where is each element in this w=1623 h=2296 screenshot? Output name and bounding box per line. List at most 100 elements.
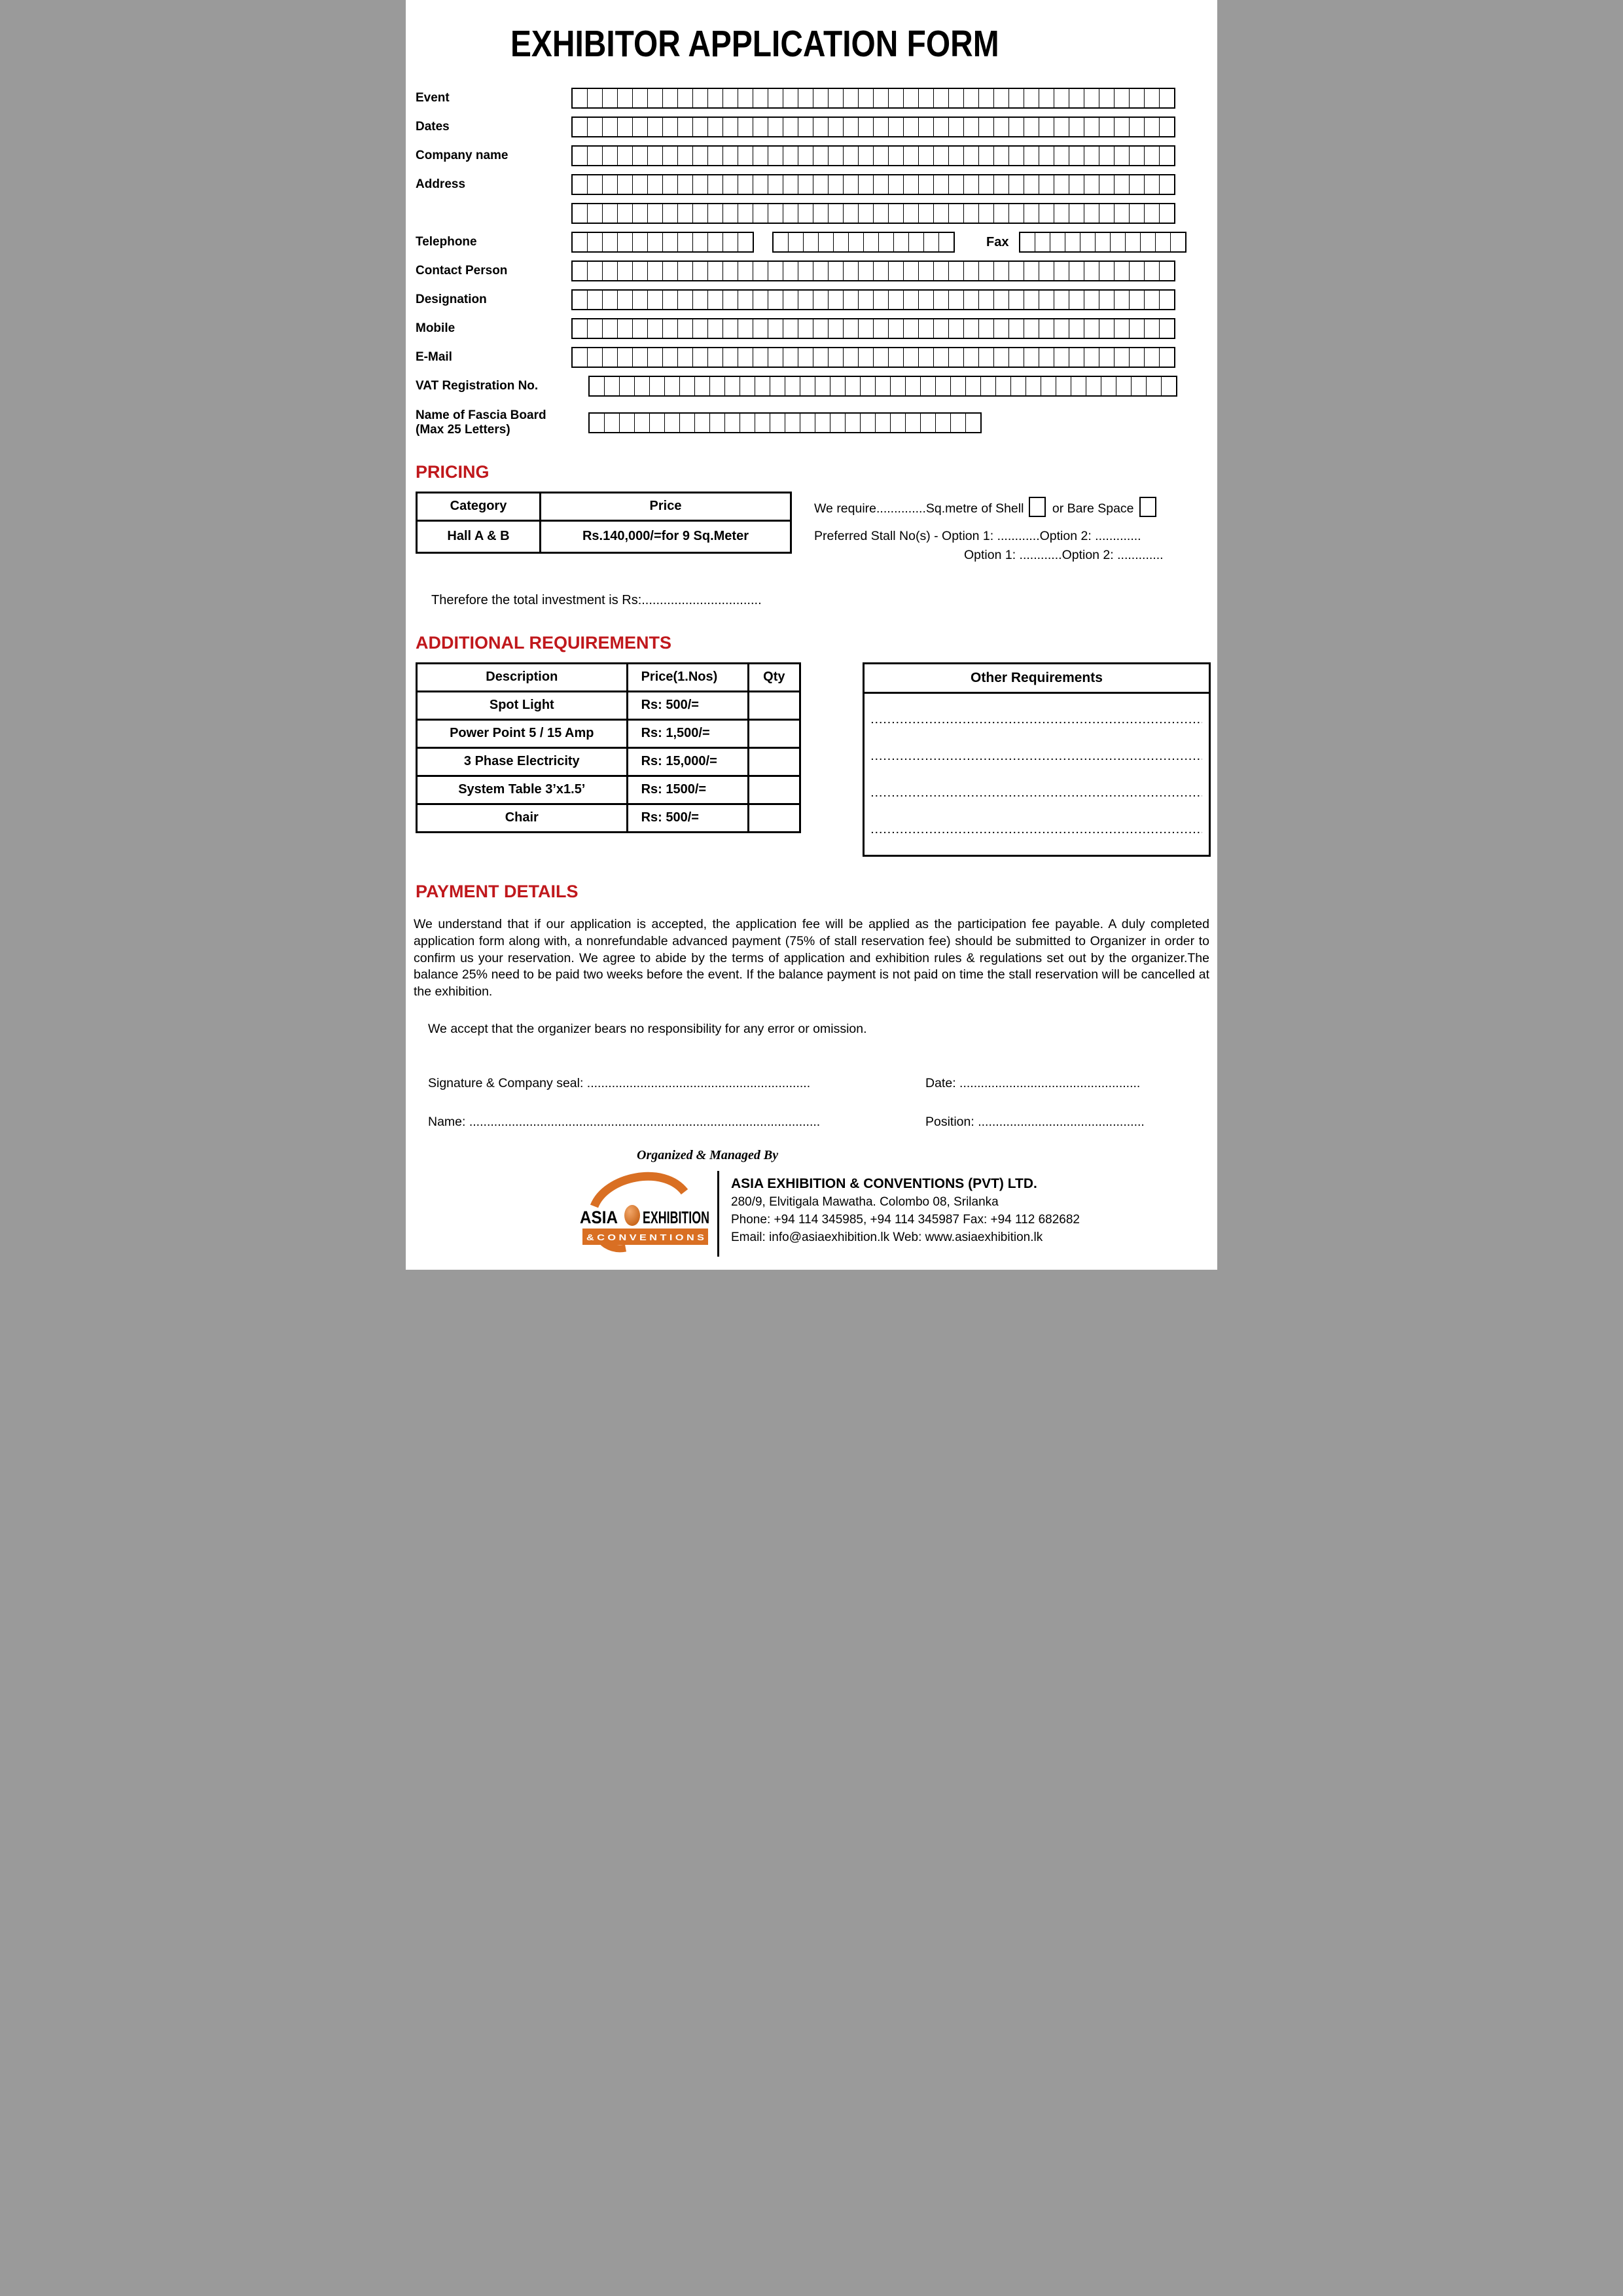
letter-box[interactable] — [964, 118, 979, 136]
letter-box[interactable] — [1130, 89, 1145, 107]
letter-box[interactable] — [844, 262, 859, 280]
letter-box[interactable] — [635, 377, 650, 395]
letter-box[interactable] — [829, 262, 844, 280]
letter-box[interactable] — [1084, 175, 1099, 194]
letter-box[interactable] — [680, 413, 695, 432]
letter-box[interactable] — [774, 233, 789, 251]
letter-box[interactable] — [753, 147, 768, 165]
letter-box[interactable] — [1160, 175, 1174, 194]
letter-box[interactable] — [964, 319, 979, 338]
letter-box[interactable] — [635, 413, 650, 432]
name-field[interactable]: Name: ..................................… — [428, 1115, 821, 1130]
letter-box[interactable] — [1084, 348, 1099, 367]
letter-box[interactable] — [768, 319, 783, 338]
letter-box[interactable] — [693, 319, 708, 338]
letter-box[interactable] — [979, 348, 994, 367]
letter-box[interactable] — [919, 89, 934, 107]
letter-box[interactable] — [1039, 204, 1054, 223]
letter-box[interactable] — [829, 204, 844, 223]
letter-box[interactable] — [618, 262, 633, 280]
letter-box[interactable] — [829, 89, 844, 107]
letter-box[interactable] — [889, 319, 904, 338]
letter-box[interactable] — [879, 233, 894, 251]
letter-box[interactable] — [650, 377, 665, 395]
letter-box[interactable] — [573, 233, 588, 251]
letter-box[interactable] — [934, 147, 949, 165]
letter-box[interactable] — [663, 233, 678, 251]
letter-box[interactable] — [994, 175, 1009, 194]
letter-box[interactable] — [783, 147, 798, 165]
letter-box[interactable] — [725, 377, 740, 395]
letter-box[interactable] — [813, 262, 829, 280]
letter-box[interactable] — [906, 377, 921, 395]
letter-box[interactable] — [723, 348, 738, 367]
letter-box[interactable] — [573, 89, 588, 107]
letter-box[interactable] — [909, 233, 924, 251]
letter-box[interactable] — [648, 175, 663, 194]
letter-box[interactable] — [708, 233, 723, 251]
letter-box[interactable] — [1130, 319, 1145, 338]
letter-box[interactable] — [798, 291, 813, 309]
letter-box[interactable] — [798, 118, 813, 136]
letter-box[interactable] — [1039, 175, 1054, 194]
letter-box[interactable] — [1039, 348, 1054, 367]
letter-box[interactable] — [934, 319, 949, 338]
letter-box[interactable] — [663, 175, 678, 194]
letter-box[interactable] — [1011, 377, 1026, 395]
letter-box[interactable] — [768, 147, 783, 165]
letter-box[interactable] — [815, 413, 830, 432]
letter-box[interactable] — [1039, 147, 1054, 165]
letter-box[interactable] — [874, 89, 889, 107]
letter-box[interactable] — [891, 413, 906, 432]
letter-box[interactable] — [894, 233, 909, 251]
letter-box[interactable] — [859, 147, 874, 165]
letter-box[interactable] — [964, 89, 979, 107]
letter-box[interactable] — [813, 118, 829, 136]
qty-cell[interactable] — [747, 718, 802, 749]
letter-box[interactable] — [1054, 204, 1069, 223]
letter-box[interactable] — [874, 147, 889, 165]
letter-box[interactable] — [723, 118, 738, 136]
letter-box[interactable] — [889, 118, 904, 136]
letter-box[interactable] — [783, 118, 798, 136]
letter-box[interactable] — [768, 348, 783, 367]
letter-box[interactable] — [588, 204, 603, 223]
letter-box[interactable] — [1096, 233, 1111, 251]
letter-box[interactable] — [708, 118, 723, 136]
letter-box[interactable] — [588, 291, 603, 309]
letter-box[interactable] — [663, 204, 678, 223]
letter-box[interactable] — [708, 291, 723, 309]
letter-box[interactable] — [994, 348, 1009, 367]
letter-box[interactable] — [813, 291, 829, 309]
letter-box[interactable] — [919, 262, 934, 280]
letter-box[interactable] — [979, 204, 994, 223]
letter-box[interactable] — [1054, 89, 1069, 107]
letter-box[interactable] — [979, 89, 994, 107]
letter-box[interactable] — [768, 175, 783, 194]
letter-box[interactable] — [819, 233, 834, 251]
letter-box[interactable] — [994, 147, 1009, 165]
letter-box[interactable] — [829, 291, 844, 309]
letter-box[interactable] — [1069, 262, 1084, 280]
letter-box[interactable] — [904, 262, 919, 280]
letter-box[interactable] — [813, 147, 829, 165]
letter-box[interactable] — [1009, 204, 1024, 223]
letter-box[interactable] — [678, 319, 693, 338]
letter-box[interactable] — [936, 413, 951, 432]
letter-box[interactable] — [1115, 348, 1130, 367]
letter-box[interactable] — [1071, 377, 1086, 395]
letter-box[interactable] — [678, 175, 693, 194]
qty-cell[interactable] — [747, 690, 802, 721]
letter-box[interactable] — [603, 89, 618, 107]
letter-box[interactable] — [1009, 147, 1024, 165]
letter-box[interactable] — [663, 147, 678, 165]
letter-box[interactable] — [964, 204, 979, 223]
letter-box[interactable] — [785, 377, 800, 395]
letter-box[interactable] — [723, 175, 738, 194]
letter-box[interactable] — [590, 377, 605, 395]
letter-box[interactable] — [874, 319, 889, 338]
letter-box[interactable] — [949, 348, 964, 367]
letter-box[interactable] — [740, 377, 755, 395]
letter-box[interactable] — [1160, 319, 1174, 338]
letter-box[interactable] — [1084, 204, 1099, 223]
